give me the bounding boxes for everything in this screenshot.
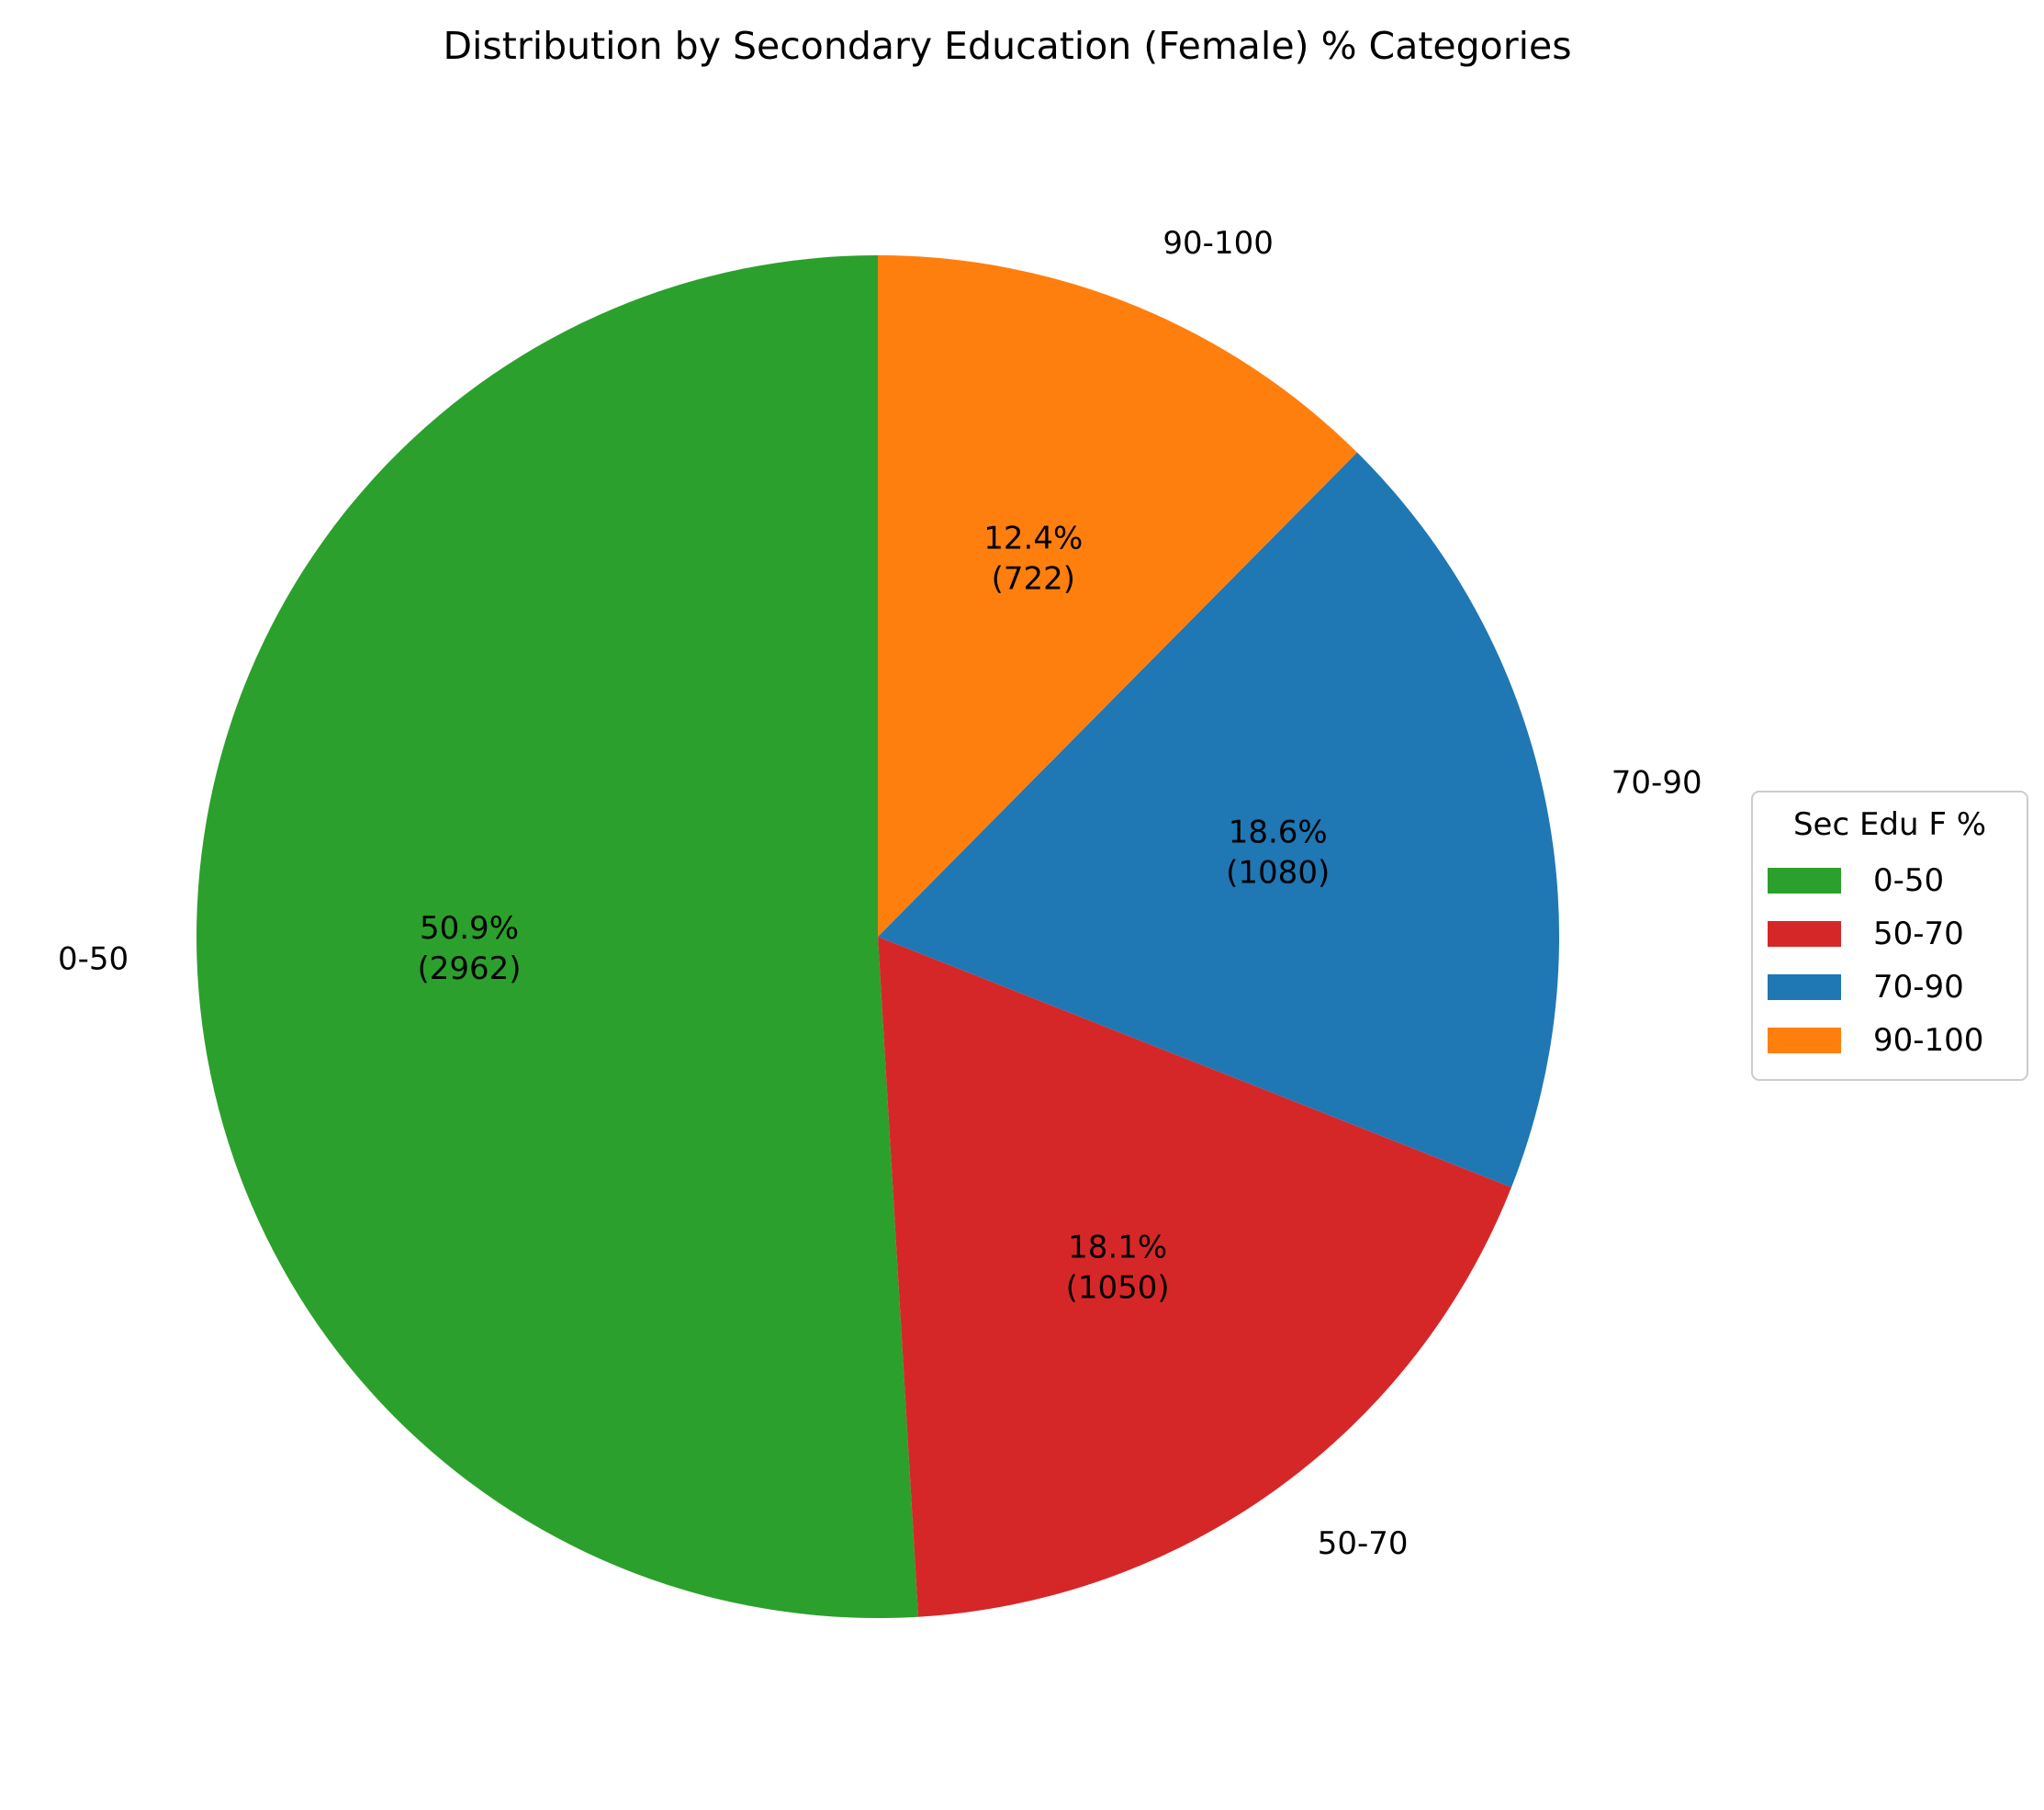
legend: Sec Edu F % 0-50 50-70 70-90 90-100 (1751, 791, 2028, 1081)
pie-slice-70-90 (878, 452, 1559, 1187)
percent-label-0-50: 50.9% (420, 910, 519, 947)
legend-swatch-90-100 (1768, 1028, 1841, 1053)
legend-label-50-70: 50-70 (1873, 916, 1964, 952)
count-label-70-90: (1080) (1226, 855, 1330, 892)
legend-frame (1751, 791, 2028, 1081)
legend-label-70-90: 70-90 (1873, 969, 1964, 1006)
legend-label-90-100: 90-100 (1873, 1022, 1983, 1059)
count-label-50-70: (1050) (1066, 1270, 1170, 1307)
category-label-90-100: 90-100 (1162, 225, 1273, 262)
percent-label-90-100: 12.4% (983, 520, 1083, 556)
pie-slice-labels: 0-50 50.9%(2962) 50-70 18.1% (1050) 70-90 18.6… (58, 225, 1702, 1562)
pie-slices (196, 255, 1559, 1619)
pie-slice-90-100 (878, 255, 1357, 937)
chart-title: Distribution by Secondary Education (Fem… (443, 24, 1571, 68)
legend-label-0-50: 0-50 (1873, 862, 1944, 899)
pie-slice-50-70 (878, 937, 1511, 1617)
legend-swatch-70-90 (1768, 974, 1841, 1000)
category-label-0-50: 0-50 (58, 940, 129, 977)
legend-swatch-50-70 (1768, 921, 1841, 947)
legend-swatch-0-50 (1768, 868, 1841, 894)
legend-entries: 0-50 50-70 70-90 90-100 (1768, 862, 1983, 1059)
legend-title: Sec Edu F % (1793, 806, 1986, 843)
percent-label-50-70: 18.1% (1068, 1230, 1167, 1266)
count-label-90-100: (722) (992, 560, 1075, 597)
count-label-0-50: (2962) (417, 950, 521, 987)
pie-slice-0-50 (196, 255, 919, 1619)
category-label-50-70: 50-70 (1318, 1525, 1409, 1562)
category-label-70-90: 70-90 (1612, 764, 1702, 801)
percent-label-70-90: 18.6% (1229, 815, 1328, 851)
